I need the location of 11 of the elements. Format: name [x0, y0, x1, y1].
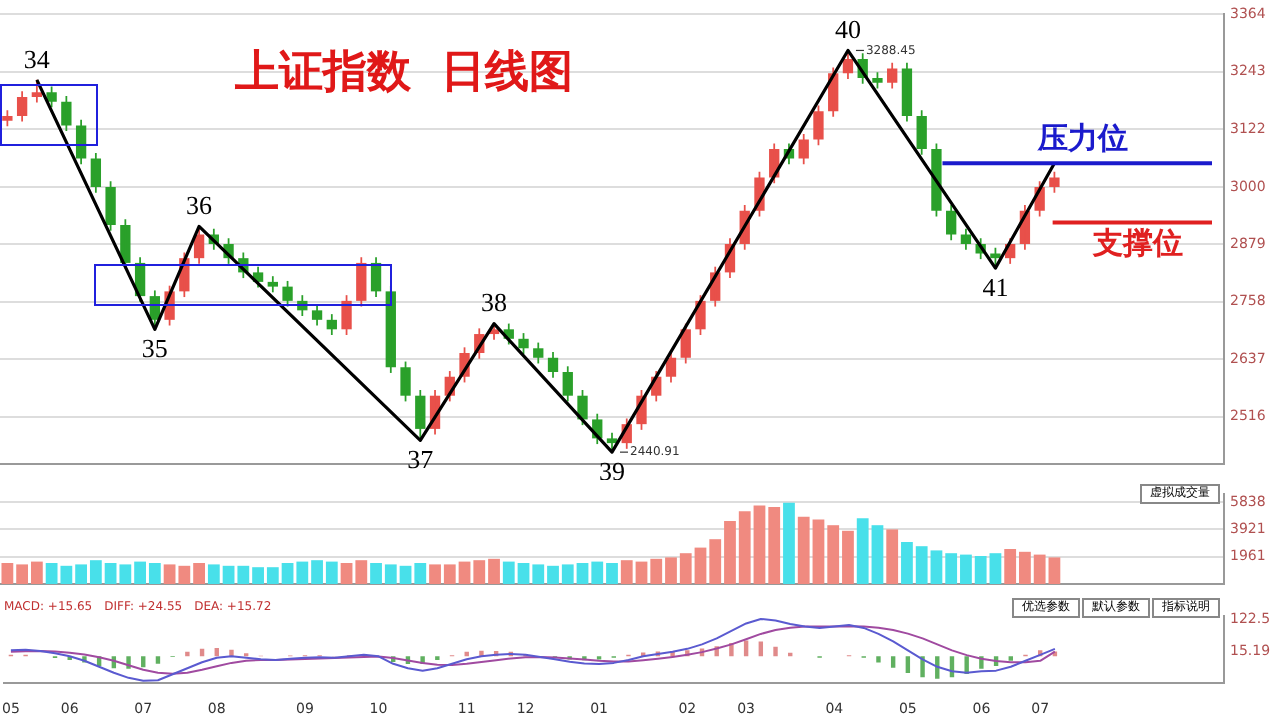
annotation: 39: [599, 455, 625, 486]
text: 上证指数 日线图: [232, 47, 574, 98]
annotation: 34: [23, 43, 51, 74]
annotation: 36: [186, 190, 214, 221]
annotation: 35: [141, 333, 168, 364]
annotation: 38: [481, 287, 508, 318]
ref-line-label: 支撑位: [1091, 225, 1184, 262]
annotation: 37: [407, 444, 435, 475]
annotation: 40: [834, 14, 861, 45]
annotation: 41: [982, 271, 1009, 302]
ref-line-label: 压力位: [1036, 120, 1129, 157]
